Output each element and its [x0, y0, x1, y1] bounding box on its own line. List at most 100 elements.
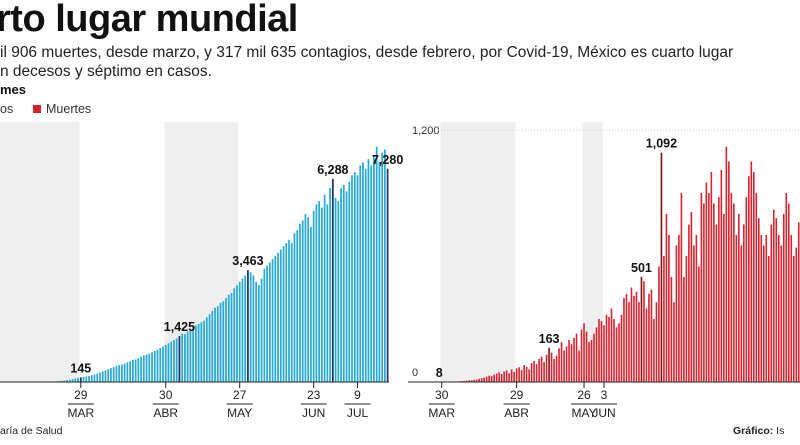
chart-subtitle: il 906 muertes, desde marzo, y 317 mil 6…	[0, 43, 800, 81]
cases-bar	[148, 353, 151, 382]
deaths-bar	[767, 256, 770, 382]
cases-bar	[200, 322, 203, 382]
cases-bar	[274, 256, 277, 382]
deaths-bar	[475, 379, 478, 382]
cases-bar	[233, 288, 236, 382]
deaths-bar	[563, 350, 565, 382]
deaths-bar	[605, 314, 608, 382]
deaths-bar	[625, 293, 628, 382]
credit-name: Is	[773, 425, 785, 437]
deaths-bar	[678, 235, 680, 382]
cases-bar	[208, 314, 211, 382]
deaths-bar	[570, 344, 573, 382]
deaths-bar	[618, 323, 620, 382]
cases-bar	[331, 178, 334, 382]
cases-bar	[282, 246, 285, 382]
cases-bar	[90, 375, 93, 382]
deaths-bar	[743, 224, 745, 382]
deaths-bar	[580, 329, 583, 382]
deaths-bar	[528, 369, 530, 382]
cases-bar	[77, 377, 79, 382]
cases-bar	[367, 159, 370, 382]
deaths-bar	[760, 235, 763, 382]
deaths-bar	[650, 289, 653, 382]
deaths-bar	[545, 354, 548, 382]
deaths-x-tick-month: JUN	[592, 406, 615, 420]
deaths-bar	[523, 365, 525, 382]
cases-bar	[173, 340, 175, 382]
cases-bar	[277, 252, 279, 382]
deaths-bar	[623, 298, 625, 382]
deaths-bar	[468, 380, 470, 382]
deaths-annotation: 1,092	[646, 137, 677, 151]
cases-bar	[326, 204, 329, 382]
deaths-bar	[593, 333, 595, 382]
deaths-bar	[543, 362, 545, 382]
cases-bar	[268, 262, 271, 382]
cases-x-tick-day: 29	[74, 388, 88, 402]
deaths-bar	[515, 368, 518, 382]
cases-bar	[211, 310, 214, 382]
cases-bar	[131, 360, 134, 382]
cases-bar	[121, 364, 123, 382]
cases-bar	[227, 294, 230, 382]
deaths-bar	[755, 193, 758, 382]
cases-bar	[378, 162, 381, 382]
cases-bar	[118, 365, 121, 382]
deaths-bar	[733, 203, 735, 382]
cases-bar	[266, 265, 268, 382]
section-label: mes	[0, 82, 27, 97]
cases-annotation: 1,425	[164, 320, 195, 334]
cases-bar	[301, 220, 304, 382]
deaths-bar	[558, 348, 560, 382]
cases-bar	[123, 363, 126, 382]
cases-x-tick-month: MAR	[67, 406, 94, 420]
deaths-bar	[665, 214, 668, 382]
deaths-bar	[703, 203, 705, 382]
deaths-bar	[683, 277, 685, 382]
deaths-bar	[765, 235, 768, 382]
cases-bar	[112, 367, 115, 382]
cases-bar	[310, 226, 312, 382]
deaths-bar	[575, 333, 578, 382]
cases-bar	[307, 217, 310, 382]
deaths-bar	[548, 347, 550, 382]
cases-bar	[375, 146, 378, 382]
deaths-bar	[470, 380, 473, 382]
deaths-bar	[520, 369, 523, 382]
cases-bar	[381, 152, 384, 382]
cases-x-tick-day: 23	[307, 388, 321, 402]
deaths-bar	[478, 378, 480, 382]
deaths-bar	[510, 369, 513, 382]
deaths-bar	[785, 193, 788, 382]
deaths-bar	[708, 193, 710, 382]
deaths-bar	[535, 364, 538, 382]
deaths-bar	[790, 235, 793, 382]
cases-bar	[260, 278, 263, 382]
cases-bar	[340, 188, 342, 382]
cases-annotation: 7,280	[372, 153, 403, 167]
cases-bar	[181, 333, 184, 382]
deaths-bar	[640, 276, 643, 382]
cases-bar	[189, 329, 192, 382]
deaths-x-tick-day: 3	[601, 388, 608, 402]
cases-x-tick-month: JUL	[347, 406, 369, 420]
cases-bar	[353, 172, 356, 382]
deaths-bar	[690, 211, 693, 382]
deaths-bar	[578, 350, 580, 382]
deaths-bar	[695, 235, 698, 382]
cases-bar	[356, 175, 359, 382]
deaths-bar	[560, 342, 563, 382]
cases-bar	[285, 243, 288, 382]
deaths-bar	[670, 277, 673, 382]
cases-bar	[216, 306, 219, 382]
cases-bar	[247, 270, 249, 382]
cases-x-tick-day: 27	[233, 388, 247, 402]
cases-bar	[104, 370, 107, 382]
cases-bar	[271, 259, 274, 382]
deaths-bar	[792, 256, 795, 382]
deaths-bar	[738, 214, 740, 382]
deaths-x-tick-month: ABR	[504, 406, 529, 420]
deaths-bar	[645, 308, 648, 382]
cases-bar	[315, 204, 318, 382]
